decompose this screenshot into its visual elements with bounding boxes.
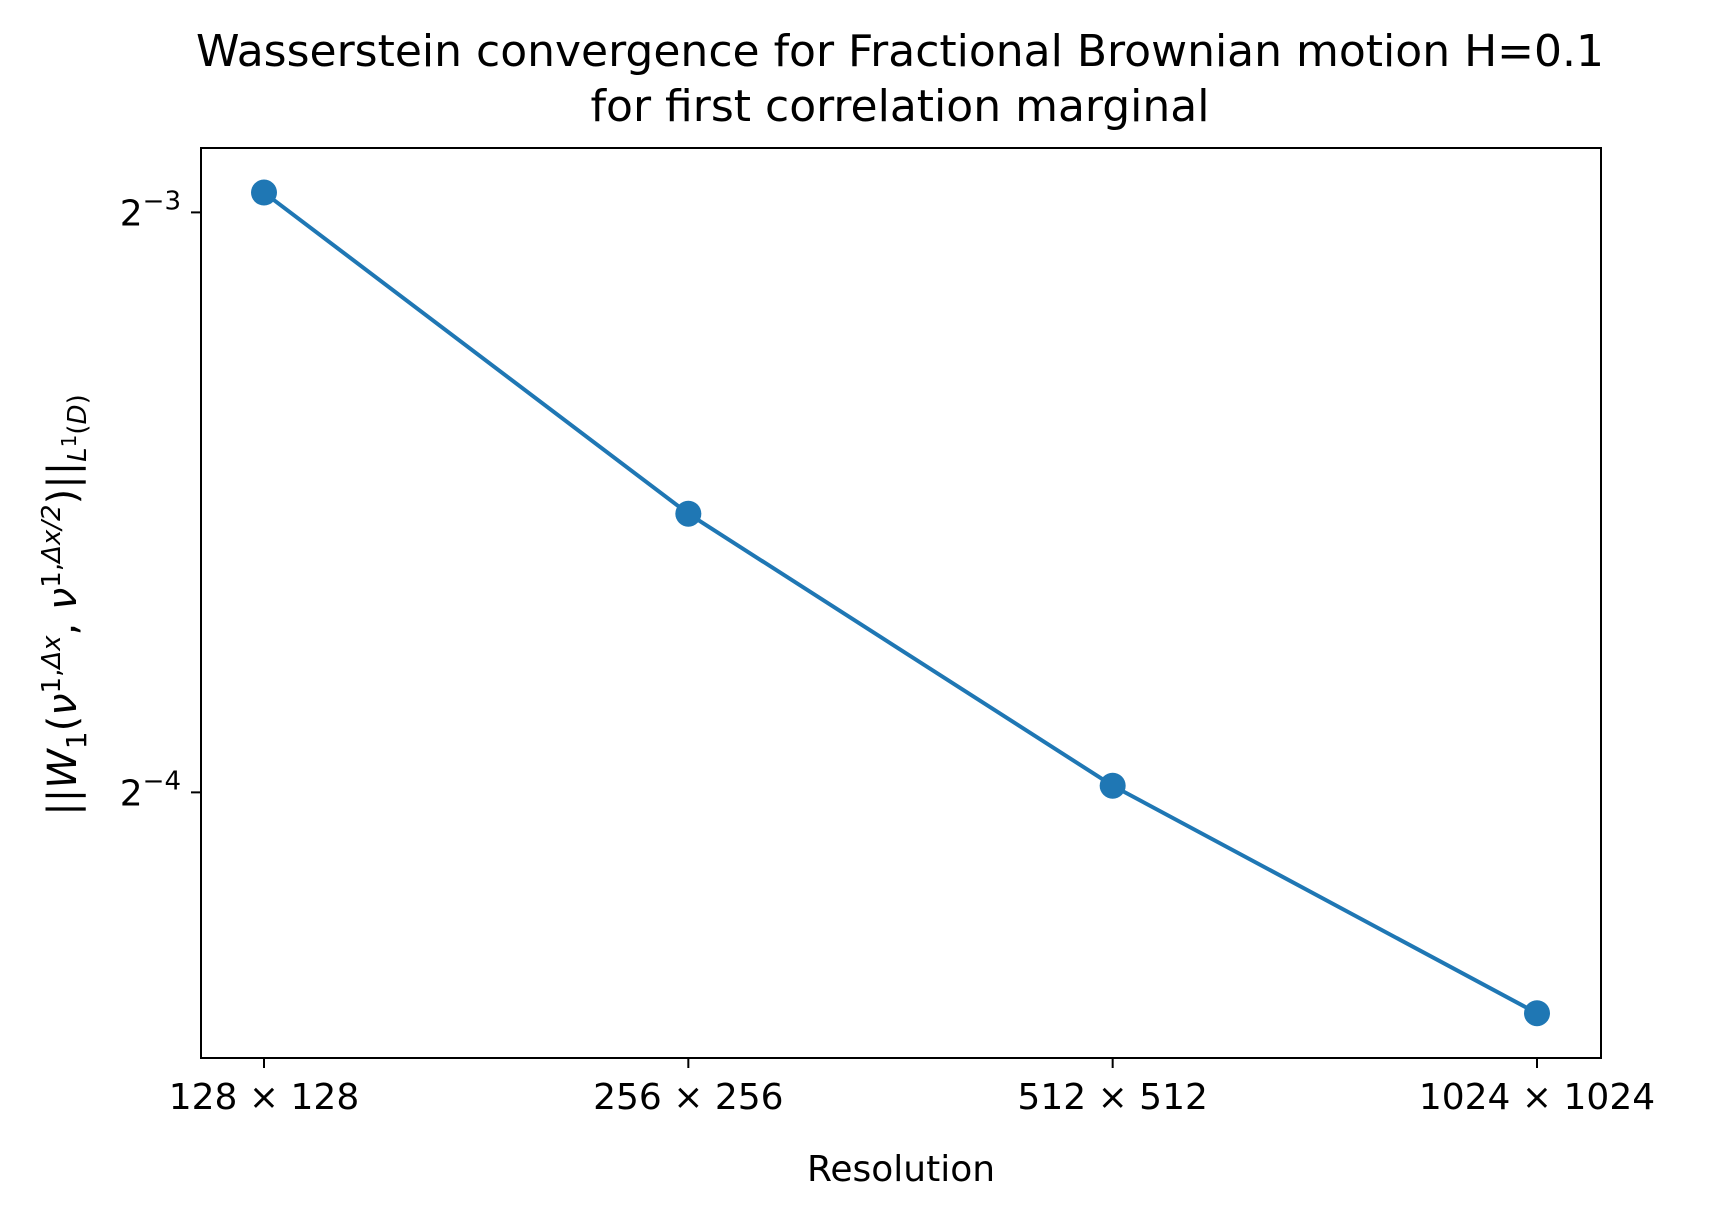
chart-subtitle: for first correlation marginal — [591, 81, 1210, 132]
data-point — [1524, 1000, 1550, 1027]
data-point — [251, 179, 277, 206]
plot-area: 128 × 128 256 × 256 512 × 512 1024 × 1024 2−… — [120, 147, 1655, 1118]
data-point — [1099, 772, 1126, 799]
x-tick-label: 512 × 512 — [1017, 1077, 1207, 1118]
plot-frame — [200, 147, 1602, 1059]
x-axis-label: Resolution — [807, 1149, 995, 1190]
y-tick-label: 2−3 — [120, 186, 181, 234]
y-axis-label: ||W1(ν1,Δx, ν1,Δx/2)||L1(D) — [37, 394, 93, 816]
x-tick-label: 1024 × 1024 — [1419, 1077, 1655, 1118]
svg-text:||W1(ν1,Δx, ν1,Δx/2)||L1(D): ||W1(ν1,Δx, ν1,Δx/2)||L1(D) — [37, 394, 93, 816]
x-tick-label: 128 × 128 — [169, 1077, 359, 1118]
series-line — [262, 190, 1538, 1016]
x-tick-label: 256 × 256 — [593, 1077, 783, 1118]
chart-title: Wasserstein convergence for Fractional B… — [196, 26, 1604, 77]
data-point — [675, 500, 702, 527]
y-tick-label: 2−4 — [120, 766, 181, 814]
